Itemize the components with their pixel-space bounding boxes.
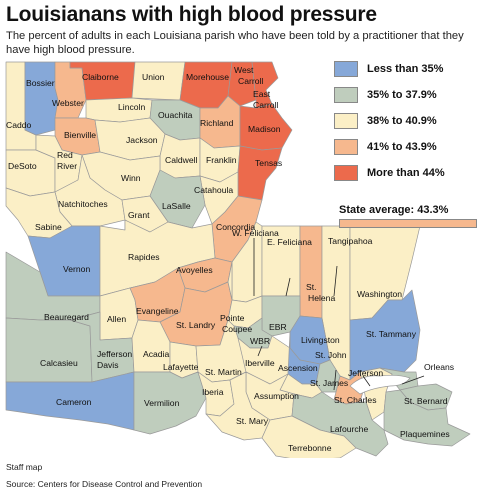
parish-label-rapides: Rapides bbox=[128, 252, 160, 262]
legend-item: More than 44% bbox=[334, 164, 445, 182]
legend-item: 41% to 43.9% bbox=[334, 138, 437, 156]
parish-label-union: Union bbox=[142, 72, 165, 82]
parish-label-natchitoches: Natchitoches bbox=[58, 199, 108, 209]
parish-label-webster: Webster bbox=[52, 98, 84, 108]
parish-label-caldwell: Caldwell bbox=[165, 155, 198, 165]
parish-calcasieu bbox=[5, 317, 93, 383]
legend-label: 41% to 43.9% bbox=[367, 141, 437, 153]
parish-label-lasalle: LaSalle bbox=[162, 201, 191, 211]
parish-label-ascension: Ascension bbox=[278, 363, 318, 373]
parish-terrebonne bbox=[261, 415, 357, 458]
parish-label-lafourche: Lafourche bbox=[330, 424, 368, 434]
legend-label: More than 44% bbox=[367, 167, 445, 179]
parish-label-iberville: Iberville bbox=[245, 358, 275, 368]
parish-label-bossier: Bossier bbox=[26, 78, 55, 88]
parish-label-east-carroll: East Carroll bbox=[253, 89, 278, 110]
parish-label-assumption: Assumption bbox=[254, 391, 299, 401]
parish-label-w-feliciana: W. Feliciana bbox=[232, 228, 279, 238]
parish-label-concordia: Concordia bbox=[216, 222, 255, 232]
louisiana-parish-map: Bossier Claiborne Union Morehouse West Carrol… bbox=[5, 61, 471, 458]
parish-tensas bbox=[237, 145, 283, 201]
parish-label-plaquemines: Plaquemines bbox=[400, 429, 450, 439]
legend-swatch bbox=[334, 61, 358, 77]
parish-label-desoto: DeSoto bbox=[8, 161, 37, 171]
parish-label-vernon: Vernon bbox=[63, 264, 90, 274]
parish-label-orleans: Orleans bbox=[424, 362, 454, 372]
parish-label-west-carroll: West Carroll bbox=[234, 65, 263, 86]
parish-label-vermilion: Vermilion bbox=[144, 398, 180, 408]
parish-label-evangeline: Evangeline bbox=[136, 306, 179, 316]
parish-label-st-charles: St. Charles bbox=[334, 395, 377, 405]
parish-label-claiborne: Claiborne bbox=[82, 72, 119, 82]
parish-label-st-james: St. James bbox=[310, 378, 348, 388]
parish-label-catahoula: Catahoula bbox=[194, 185, 233, 195]
parish-label-winn: Winn bbox=[121, 173, 141, 183]
parish-label-bienville: Bienville bbox=[64, 130, 96, 140]
parish-label-iberia: Iberia bbox=[202, 387, 224, 397]
parish-label-tensas: Tensas bbox=[255, 158, 282, 168]
parish-desoto bbox=[5, 149, 56, 197]
parish-label-acadia: Acadia bbox=[143, 349, 169, 359]
parish-label-st-mary: St. Mary bbox=[236, 416, 269, 426]
legend-label: Less than 35% bbox=[367, 63, 444, 75]
parish-label-richland: Richland bbox=[200, 118, 234, 128]
parish-label-cameron: Cameron bbox=[56, 397, 92, 407]
parish-label-grant: Grant bbox=[128, 210, 150, 220]
parish-label-wbr: WBR bbox=[250, 336, 270, 346]
parish-label-st-tammany: St. Tammany bbox=[366, 329, 417, 339]
parish-label-beauregard: Beauregard bbox=[44, 312, 89, 322]
parish-lafayette bbox=[169, 341, 199, 379]
source-text: Source: Centers for Disease Control and … bbox=[6, 479, 203, 489]
state-average-label: State average: 43.3% bbox=[339, 204, 449, 216]
parish-label-tangipahoa: Tangipahoa bbox=[328, 236, 373, 246]
parish-label-allen: Allen bbox=[107, 314, 126, 324]
legend-item: Less than 35% bbox=[334, 60, 443, 78]
parish-label-pointe-coupee: Pointe Coupee bbox=[220, 313, 252, 334]
legend-swatch bbox=[334, 165, 358, 181]
parish-label-st-martin: St. Martin bbox=[205, 367, 242, 377]
legend-swatch bbox=[334, 87, 358, 103]
legend-item: 35% to 37.9% bbox=[334, 86, 437, 104]
parish-label-st-landry: St. Landry bbox=[176, 320, 216, 330]
parish-label-washington: Washington bbox=[357, 289, 402, 299]
parish-label-jefferson: Jefferson bbox=[348, 368, 383, 378]
parish-st-mary bbox=[205, 371, 271, 441]
parish-label-st-bernard: St. Bernard bbox=[404, 396, 448, 406]
lake-pontchartrain bbox=[349, 374, 411, 395]
map-title: Louisianans with high blood pressure bbox=[6, 3, 377, 26]
parish-label-lincoln: Lincoln bbox=[118, 102, 145, 112]
map-subtitle: The percent of adults in each Louisiana … bbox=[6, 30, 464, 56]
legend-swatch bbox=[334, 113, 358, 129]
parish-vermilion bbox=[133, 371, 207, 435]
parish-cameron bbox=[5, 371, 135, 431]
credit-text: Staff map bbox=[6, 462, 43, 472]
parish-label-caddo: Caddo bbox=[6, 120, 32, 130]
parish-label-e-feliciana: E. Feliciana bbox=[267, 237, 312, 247]
parish-label-livingston: Livingston bbox=[301, 335, 340, 345]
parish-east-carroll bbox=[251, 61, 279, 109]
parish-label-st-helena: St. Helena bbox=[306, 282, 335, 303]
parish-label-jackson: Jackson bbox=[126, 135, 158, 145]
parish-label-ebr: EBR bbox=[269, 322, 287, 332]
parish-label-madison: Madison bbox=[248, 124, 281, 134]
parish-label-jefferson-davis: Jefferson Davis bbox=[97, 349, 132, 370]
legend-item: 38% to 40.9% bbox=[334, 112, 437, 130]
parish-label-morehouse: Morehouse bbox=[186, 72, 229, 82]
parish-label-franklin: Franklin bbox=[206, 155, 237, 165]
parish-label-ouachita: Ouachita bbox=[158, 110, 193, 120]
parish-label-red-river: Red River bbox=[57, 150, 77, 171]
legend-swatch bbox=[334, 139, 358, 155]
parish-label-calcasieu: Calcasieu bbox=[40, 358, 78, 368]
state-average-bar bbox=[339, 219, 477, 228]
parish-label-terrebonne: Terrebonne bbox=[288, 443, 332, 453]
parish-label-st-john: St. John bbox=[315, 350, 347, 360]
parish-label-avoyelles: Avoyelles bbox=[176, 265, 213, 275]
parish-webster bbox=[54, 61, 87, 119]
parish-west-carroll bbox=[227, 61, 257, 107]
legend-label: 35% to 37.9% bbox=[367, 89, 437, 101]
parish-label-sabine: Sabine bbox=[35, 222, 62, 232]
legend-label: 38% to 40.9% bbox=[367, 115, 437, 127]
parish-label-lafayette: Lafayette bbox=[163, 362, 199, 372]
